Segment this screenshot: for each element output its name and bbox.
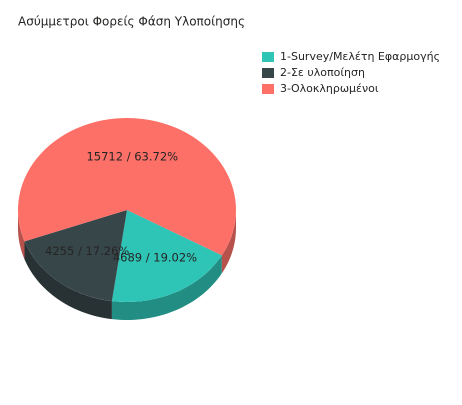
legend-label: 1-Survey/Μελέτη Εφαρμογής	[280, 50, 440, 63]
slice-side	[221, 210, 236, 274]
legend-swatch	[262, 52, 274, 62]
slice	[24, 210, 127, 302]
slice-side	[18, 210, 25, 260]
value-label: 4255 / 17.26%	[45, 244, 129, 258]
value-label: 15712 / 63.72%	[86, 149, 178, 163]
legend-swatch	[262, 84, 274, 94]
chart-title: Ασύμμετροι Φορείς Φάση Υλοποίησης	[18, 15, 245, 29]
slice-side	[111, 255, 222, 320]
slice	[18, 118, 237, 256]
legend-label: 2-Σε υλοποίηση	[280, 66, 365, 79]
legend-swatch	[262, 68, 274, 78]
value-label: 4689 / 19.02%	[113, 250, 197, 264]
slice	[111, 210, 222, 302]
slice-side	[24, 241, 112, 320]
legend-label: 3-Ολοκληρωμένοι	[280, 82, 379, 95]
